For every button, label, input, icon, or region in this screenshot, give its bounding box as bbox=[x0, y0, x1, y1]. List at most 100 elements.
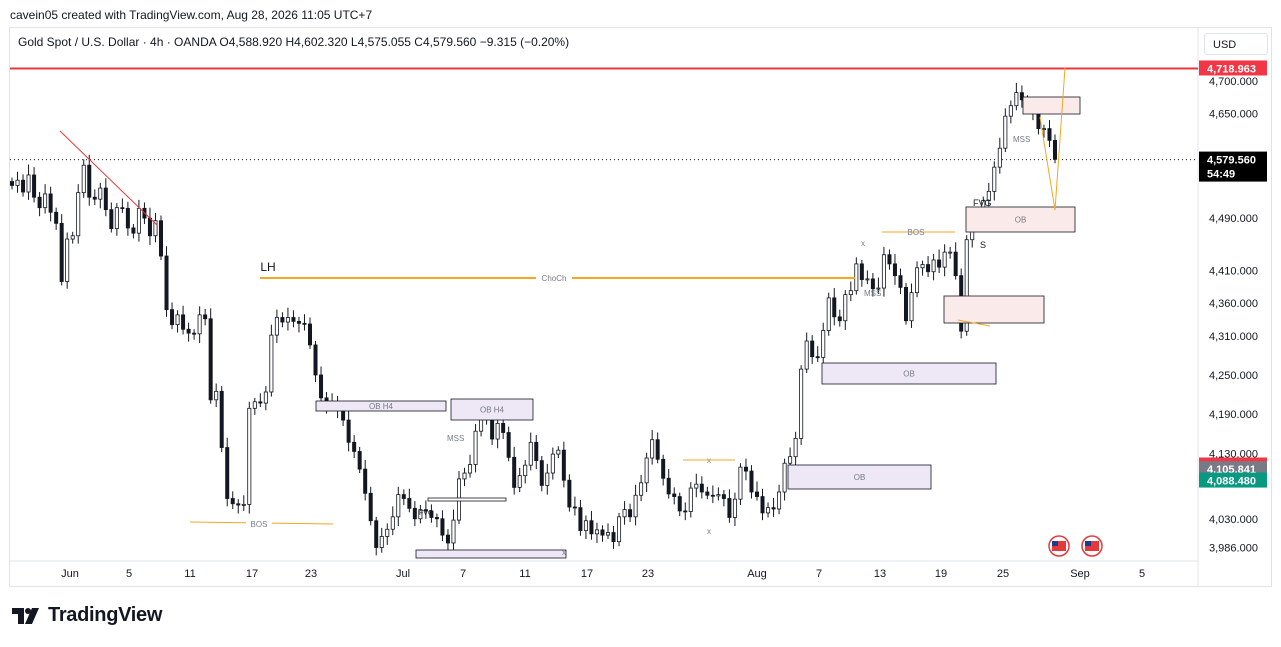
candle-up bbox=[909, 292, 914, 322]
candle-up bbox=[65, 238, 70, 282]
order-block-mid bbox=[821, 362, 997, 385]
countdown-text: 54:49 bbox=[1207, 169, 1235, 181]
candle-up bbox=[931, 259, 936, 273]
candle-up bbox=[175, 314, 180, 326]
candle-up bbox=[136, 207, 141, 234]
candle-up bbox=[379, 536, 384, 548]
candle-up bbox=[451, 519, 456, 544]
order-block-pink bbox=[943, 295, 1045, 324]
y-tick-label: 4,360.000 bbox=[1209, 298, 1258, 310]
candle-down bbox=[412, 507, 417, 520]
candle-up bbox=[462, 472, 467, 480]
candle-down bbox=[291, 317, 296, 322]
y-tick-label: 4,190.000 bbox=[1209, 409, 1258, 421]
candle-down bbox=[186, 328, 191, 334]
ohlc-close: C4,579.560 bbox=[414, 35, 477, 49]
candle-up bbox=[942, 251, 947, 268]
candle-down bbox=[898, 275, 903, 288]
candle-down bbox=[892, 263, 897, 277]
x-tick-label: 25 bbox=[997, 568, 1009, 580]
candle-down bbox=[203, 314, 208, 320]
y-tick-label: 4,130.000 bbox=[1209, 448, 1258, 460]
x-tick-label: 17 bbox=[581, 568, 593, 580]
x-tick-label: 5 bbox=[126, 568, 132, 580]
candle-up bbox=[854, 263, 859, 292]
tradingview-brand[interactable]: TradingView bbox=[12, 604, 162, 627]
candle-up bbox=[241, 504, 246, 506]
candle-down bbox=[181, 314, 186, 330]
candle-down bbox=[59, 222, 64, 282]
candle-up bbox=[495, 422, 500, 440]
candle-up bbox=[70, 235, 75, 240]
candle-up bbox=[153, 220, 158, 237]
candle-down bbox=[131, 227, 136, 234]
price-tag-gray bbox=[1199, 461, 1267, 477]
candle-down bbox=[677, 496, 682, 512]
candle-down bbox=[572, 506, 577, 509]
candle-down bbox=[192, 332, 197, 335]
price-tag-last bbox=[1199, 151, 1267, 182]
candle-down bbox=[125, 207, 130, 229]
y-tick-label: 4,410.000 bbox=[1209, 265, 1258, 277]
ohlc-high: H4,602.320 bbox=[285, 35, 348, 49]
candle-up bbox=[782, 462, 787, 493]
candle-down bbox=[147, 217, 152, 237]
candle-up bbox=[915, 267, 920, 294]
candle-down bbox=[9, 181, 14, 186]
candle-down bbox=[567, 479, 572, 508]
candle-up bbox=[964, 239, 969, 332]
candle-up bbox=[583, 520, 588, 531]
candle-down bbox=[534, 441, 539, 462]
candle-up bbox=[992, 166, 997, 192]
x-tick-label: 13 bbox=[874, 568, 886, 580]
order-block-mid-label: OB bbox=[903, 370, 915, 379]
price-tag-text: 4,579.560 bbox=[1207, 155, 1256, 167]
chart-frame bbox=[9, 27, 1272, 587]
choch-label-bg bbox=[536, 271, 572, 283]
candle-down bbox=[578, 507, 583, 531]
candle-down bbox=[539, 460, 544, 486]
candle-down bbox=[755, 491, 760, 497]
candle-up bbox=[26, 174, 31, 193]
symbol-name[interactable]: Gold Spot / U.S. Dollar · 4h · OANDA bbox=[18, 35, 217, 49]
candle-up bbox=[920, 264, 925, 269]
candle-up bbox=[252, 401, 257, 409]
flag-stripes-icon bbox=[1085, 541, 1099, 551]
x-tick-label: 11 bbox=[519, 568, 530, 580]
candle-down bbox=[109, 209, 114, 229]
candle-up bbox=[528, 441, 533, 466]
x-tick-label: 19 bbox=[935, 568, 947, 580]
candle-down bbox=[666, 477, 671, 495]
candle-up bbox=[418, 509, 423, 520]
candle-up bbox=[274, 317, 279, 336]
order-block-h4-right-label: OB H4 bbox=[480, 406, 505, 415]
candle-up bbox=[247, 407, 252, 505]
candle-up bbox=[285, 317, 290, 323]
price-tag-text: 4,718.963 bbox=[1207, 63, 1256, 75]
candle-down bbox=[1019, 92, 1024, 101]
candle-down bbox=[219, 390, 224, 448]
candle-down bbox=[92, 196, 97, 200]
candle-down bbox=[760, 496, 765, 514]
price-tag-red bbox=[1199, 60, 1267, 76]
candle-up bbox=[617, 516, 622, 543]
candle-down bbox=[672, 493, 677, 497]
candle-up bbox=[821, 330, 826, 358]
x-tick-label: Sep bbox=[1070, 568, 1090, 580]
candle-down bbox=[710, 494, 715, 497]
ohlc-low: L4,575.055 bbox=[350, 35, 411, 49]
candle-down bbox=[225, 447, 230, 499]
candle-down bbox=[32, 174, 37, 198]
candle-up bbox=[98, 187, 103, 200]
candle-down bbox=[296, 320, 301, 324]
candle-down bbox=[236, 503, 241, 506]
candle-down bbox=[512, 456, 517, 488]
currency-button[interactable]: USD bbox=[1204, 33, 1268, 55]
flag-canton-icon bbox=[1052, 541, 1058, 546]
candle-up bbox=[594, 529, 599, 535]
x-tick-label: 17 bbox=[246, 568, 258, 580]
y-tick-label: 4,250.000 bbox=[1209, 370, 1258, 382]
candle-up bbox=[633, 494, 638, 518]
candle-down bbox=[810, 340, 815, 358]
